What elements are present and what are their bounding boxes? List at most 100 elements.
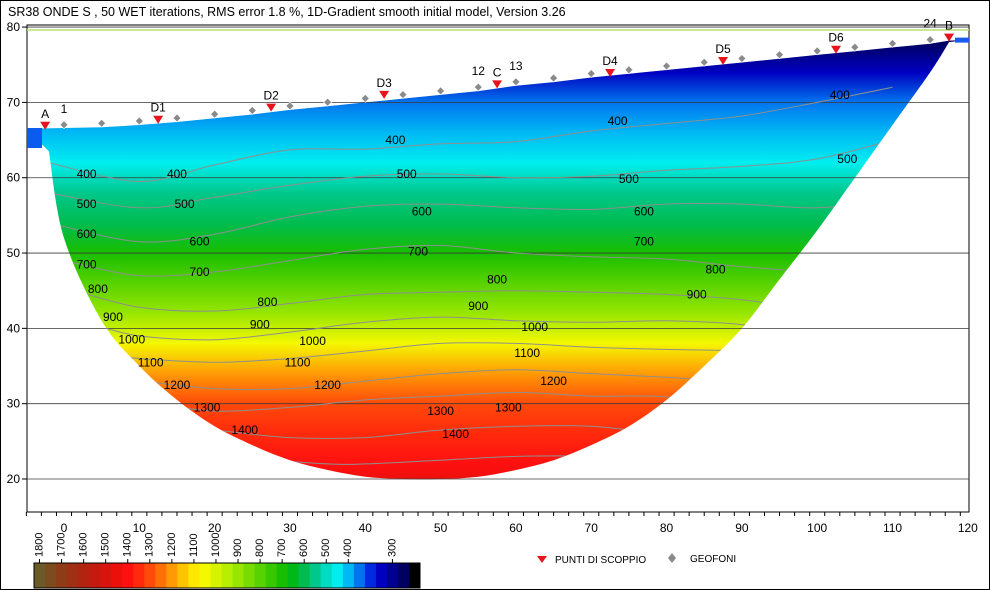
y-tick-label: 30	[7, 397, 21, 411]
y-tick-label: 80	[7, 20, 21, 34]
y-tick-label: 50	[7, 246, 21, 260]
contour-label: 600	[190, 235, 210, 249]
geophone-marker	[59, 120, 69, 130]
contour-lines	[41, 86, 893, 465]
colorbar-cell	[232, 563, 244, 588]
x-tick-label: 50	[434, 521, 448, 535]
contour-500	[41, 139, 893, 209]
colorbar-cell	[386, 563, 399, 588]
geophone-marker	[511, 77, 521, 87]
shot-label: D4	[602, 54, 618, 68]
shot-label: D2	[263, 89, 279, 103]
shot-marker	[153, 115, 164, 124]
colorbar-cell	[364, 563, 377, 588]
colorbar-cell	[67, 563, 79, 588]
contour-label: 900	[103, 310, 123, 324]
colorbar-label: 1000	[210, 533, 222, 557]
geophone-marker	[172, 113, 182, 123]
contour-labels: 400 400 400 400 400 500 500 500 500 500 600 600 600 6…	[77, 88, 858, 441]
colorbar-label: 600	[298, 539, 310, 557]
y-tick-label: 40	[7, 321, 21, 335]
contour-label: 800	[257, 295, 277, 309]
colorbar-cell	[342, 563, 355, 588]
geophone-marker	[97, 118, 107, 128]
shot-label: C	[493, 65, 502, 79]
geophone-marker	[134, 116, 144, 126]
contour-label: 500	[837, 152, 857, 166]
colorbar-label: 700	[276, 539, 288, 557]
shot-point-markers: A D1 D2 D3 C D4 D5 D6 B	[40, 19, 955, 130]
x-tick-label: 40	[359, 521, 373, 535]
contour-600	[48, 199, 878, 243]
contour-label: 800	[487, 272, 507, 286]
x-tick-label: 120	[958, 521, 978, 535]
contour-label: 600	[634, 205, 654, 219]
contour-label: 800	[706, 263, 726, 277]
contour-label: 1000	[118, 333, 145, 347]
colorbar-cell	[353, 563, 366, 588]
contour-label: 900	[687, 287, 707, 301]
colorbar-label: 400	[342, 539, 354, 557]
contour-label: 1200	[314, 378, 341, 392]
contour-label: 900	[250, 318, 270, 332]
colorbar-label: 1200	[166, 533, 178, 557]
colorbar-label: 500	[320, 539, 332, 557]
geophone-marker	[323, 97, 333, 107]
colorbar-cell	[210, 563, 222, 588]
colorbar-label: 1100	[188, 533, 200, 557]
geophone-label: 13	[509, 59, 523, 73]
x-tick-label: 10	[133, 521, 147, 535]
y-tick-label: 70	[7, 95, 21, 109]
x-tick-label: 60	[509, 521, 523, 535]
contour-label: 700	[190, 265, 210, 279]
colorbar-label: 300	[386, 539, 398, 557]
geophone-marker	[737, 54, 747, 63]
colorbar-cell	[309, 563, 322, 588]
x-tick-label: 80	[660, 521, 674, 535]
legend-shot-marker	[537, 556, 547, 563]
y-tick-label: 60	[7, 171, 21, 185]
contour-label: 500	[397, 167, 417, 181]
colorbar-cell	[320, 563, 333, 588]
x-tick-label: 90	[735, 521, 749, 535]
geophone-marker	[699, 57, 709, 67]
geophone-markers: 1 12 13 24	[59, 17, 938, 130]
geophone-marker	[360, 93, 370, 103]
shot-marker	[831, 45, 842, 54]
colorbar-cell	[111, 563, 123, 588]
contour-label: 1300	[194, 400, 221, 414]
shot-label: D1	[150, 101, 166, 115]
geophone-marker	[624, 65, 634, 75]
contour-label: 1100	[285, 355, 311, 369]
contour-400	[48, 86, 893, 183]
colorbar-label: 1800	[33, 533, 45, 557]
colorbar-cell	[100, 563, 112, 588]
contour-700	[63, 244, 848, 277]
shot-marker	[944, 33, 955, 42]
contour-label: 800	[88, 282, 108, 296]
contour-label: 1200	[164, 378, 191, 392]
colorbar-cell	[155, 563, 167, 588]
geophone-marker	[247, 106, 257, 115]
colorbar-label: 1500	[100, 533, 112, 557]
colorbar-label: 800	[254, 539, 266, 557]
colorbar-cell	[287, 563, 300, 588]
colorbar-cell	[243, 563, 255, 588]
geophone-label: 12	[472, 64, 486, 78]
geophone-label: 24	[924, 17, 938, 31]
colorbar-cell	[166, 563, 178, 588]
contour-label: 700	[634, 235, 654, 249]
geophone-marker	[812, 46, 822, 56]
geophone-marker	[925, 35, 935, 45]
contour-1300	[214, 425, 660, 439]
colorbar-cell	[133, 563, 145, 588]
contour-label: 500	[174, 197, 194, 211]
geophone-marker	[398, 90, 408, 100]
contour-1100	[130, 369, 720, 391]
contour-label: 1100	[514, 346, 540, 360]
contour-label: 1000	[299, 334, 326, 348]
colorbar-cell	[408, 563, 421, 588]
colorbar-cell	[144, 563, 156, 588]
legend-shot-label: PUNTI DI SCOPPIO	[555, 555, 646, 566]
colorbar-cell	[78, 563, 90, 588]
